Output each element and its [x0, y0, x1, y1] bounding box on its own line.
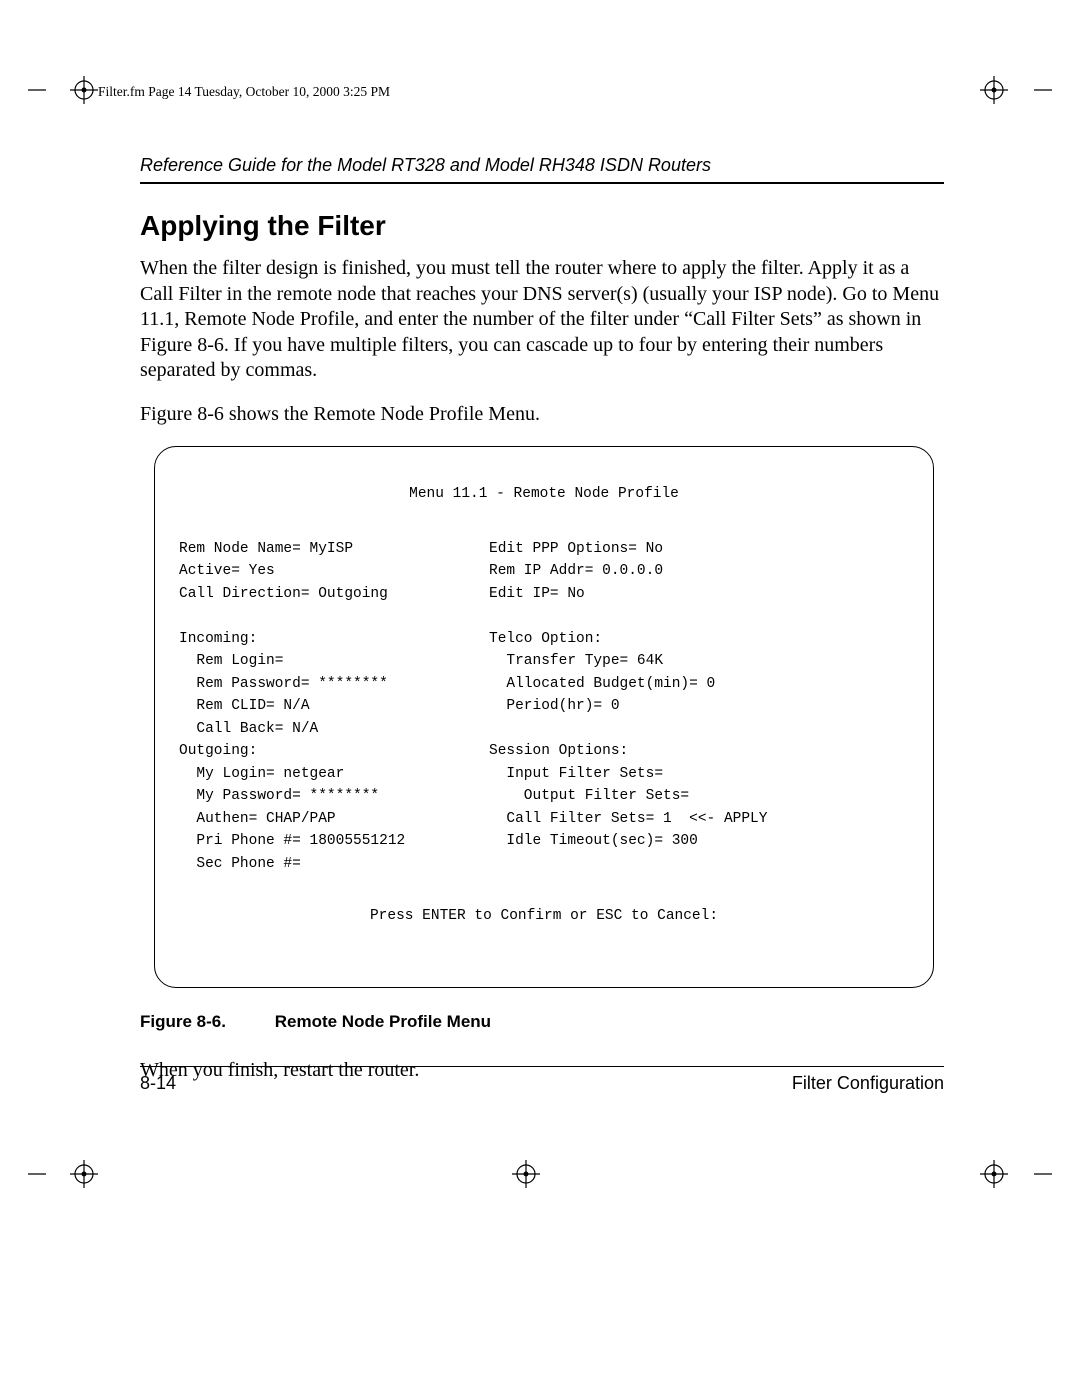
- menu-line: My Password= ********: [179, 788, 379, 804]
- menu-footer: Press ENTER to Confirm or ESC to Cancel:: [179, 905, 909, 927]
- page-number: 8-14: [140, 1073, 176, 1094]
- menu-line: Pri Phone #= 18005551212: [179, 833, 405, 849]
- menu-line: Idle Timeout(sec)= 300: [489, 833, 698, 849]
- menu-line: Period(hr)= 0: [489, 698, 620, 714]
- menu-col-right: Edit PPP Options= No Rem IP Addr= 0.0.0.…: [489, 538, 909, 875]
- menu-line: Rem Password= ********: [179, 676, 388, 692]
- menu-line: Outgoing:: [179, 743, 257, 759]
- menu-line: Edit PPP Options= No: [489, 541, 663, 557]
- menu-col-left: Rem Node Name= MyISP Active= Yes Call Di…: [179, 538, 489, 875]
- menu-line: Transfer Type= 64K: [489, 653, 663, 669]
- body-paragraph: When the filter design is finished, you …: [140, 256, 944, 384]
- menu-line: Rem Login=: [179, 653, 283, 669]
- crop-ring-icon: [980, 76, 1008, 104]
- menu-line: Input Filter Sets=: [489, 766, 663, 782]
- crop-ring-icon: [512, 1160, 540, 1188]
- crop-ring-icon: [70, 1160, 98, 1188]
- menu-line: Sec Phone #=: [179, 856, 301, 872]
- crop-mark-icon: [28, 1170, 46, 1188]
- crop-ring-icon: [70, 76, 98, 104]
- body-paragraph: Figure 8-6 shows the Remote Node Profile…: [140, 402, 944, 428]
- crop-mark-icon: [1034, 86, 1052, 104]
- crop-mark-icon: [1034, 1170, 1052, 1188]
- menu-line: Call Direction= Outgoing: [179, 586, 388, 602]
- figure-label: Figure 8-6.: [140, 1012, 270, 1032]
- menu-figure: Menu 11.1 - Remote Node Profile Rem Node…: [154, 446, 934, 988]
- content-area: Reference Guide for the Model RT328 and …: [140, 155, 944, 1101]
- menu-line: Active= Yes: [179, 563, 275, 579]
- menu-box: Menu 11.1 - Remote Node Profile Rem Node…: [154, 446, 934, 988]
- menu-line: Allocated Budget(min)= 0: [489, 676, 715, 692]
- page: Filter.fm Page 14 Tuesday, October 10, 2…: [0, 0, 1080, 1397]
- menu-line: Telco Option:: [489, 631, 602, 647]
- menu-line: My Login= netgear: [179, 766, 344, 782]
- menu-line: Rem Node Name= MyISP: [179, 541, 353, 557]
- footer-rule: [140, 1066, 944, 1067]
- section-heading: Applying the Filter: [140, 210, 944, 242]
- crop-ring-icon: [980, 1160, 1008, 1188]
- crop-mark-icon: [28, 86, 46, 104]
- running-title: Reference Guide for the Model RT328 and …: [140, 155, 944, 184]
- figure-caption: Figure 8-6. Remote Node Profile Menu: [140, 1012, 944, 1032]
- menu-line: Session Options:: [489, 743, 628, 759]
- menu-line: Rem CLID= N/A: [179, 698, 310, 714]
- header-meta-text: Filter.fm Page 14 Tuesday, October 10, 2…: [98, 84, 390, 100]
- page-footer: 8-14 Filter Configuration: [140, 1066, 944, 1094]
- menu-line: Authen= CHAP/PAP: [179, 811, 336, 827]
- menu-line: Rem IP Addr= 0.0.0.0: [489, 563, 663, 579]
- menu-line: Output Filter Sets=: [489, 788, 689, 804]
- figure-title: Remote Node Profile Menu: [275, 1012, 491, 1031]
- menu-columns: Rem Node Name= MyISP Active= Yes Call Di…: [179, 538, 909, 875]
- menu-title: Menu 11.1 - Remote Node Profile: [179, 483, 909, 505]
- footer-section-title: Filter Configuration: [792, 1073, 944, 1094]
- menu-line: Incoming:: [179, 631, 257, 647]
- menu-line: Call Back= N/A: [179, 721, 318, 737]
- menu-line: Call Filter Sets= 1 <<- APPLY: [489, 811, 767, 827]
- footer-row: 8-14 Filter Configuration: [140, 1073, 944, 1094]
- menu-line: Edit IP= No: [489, 586, 585, 602]
